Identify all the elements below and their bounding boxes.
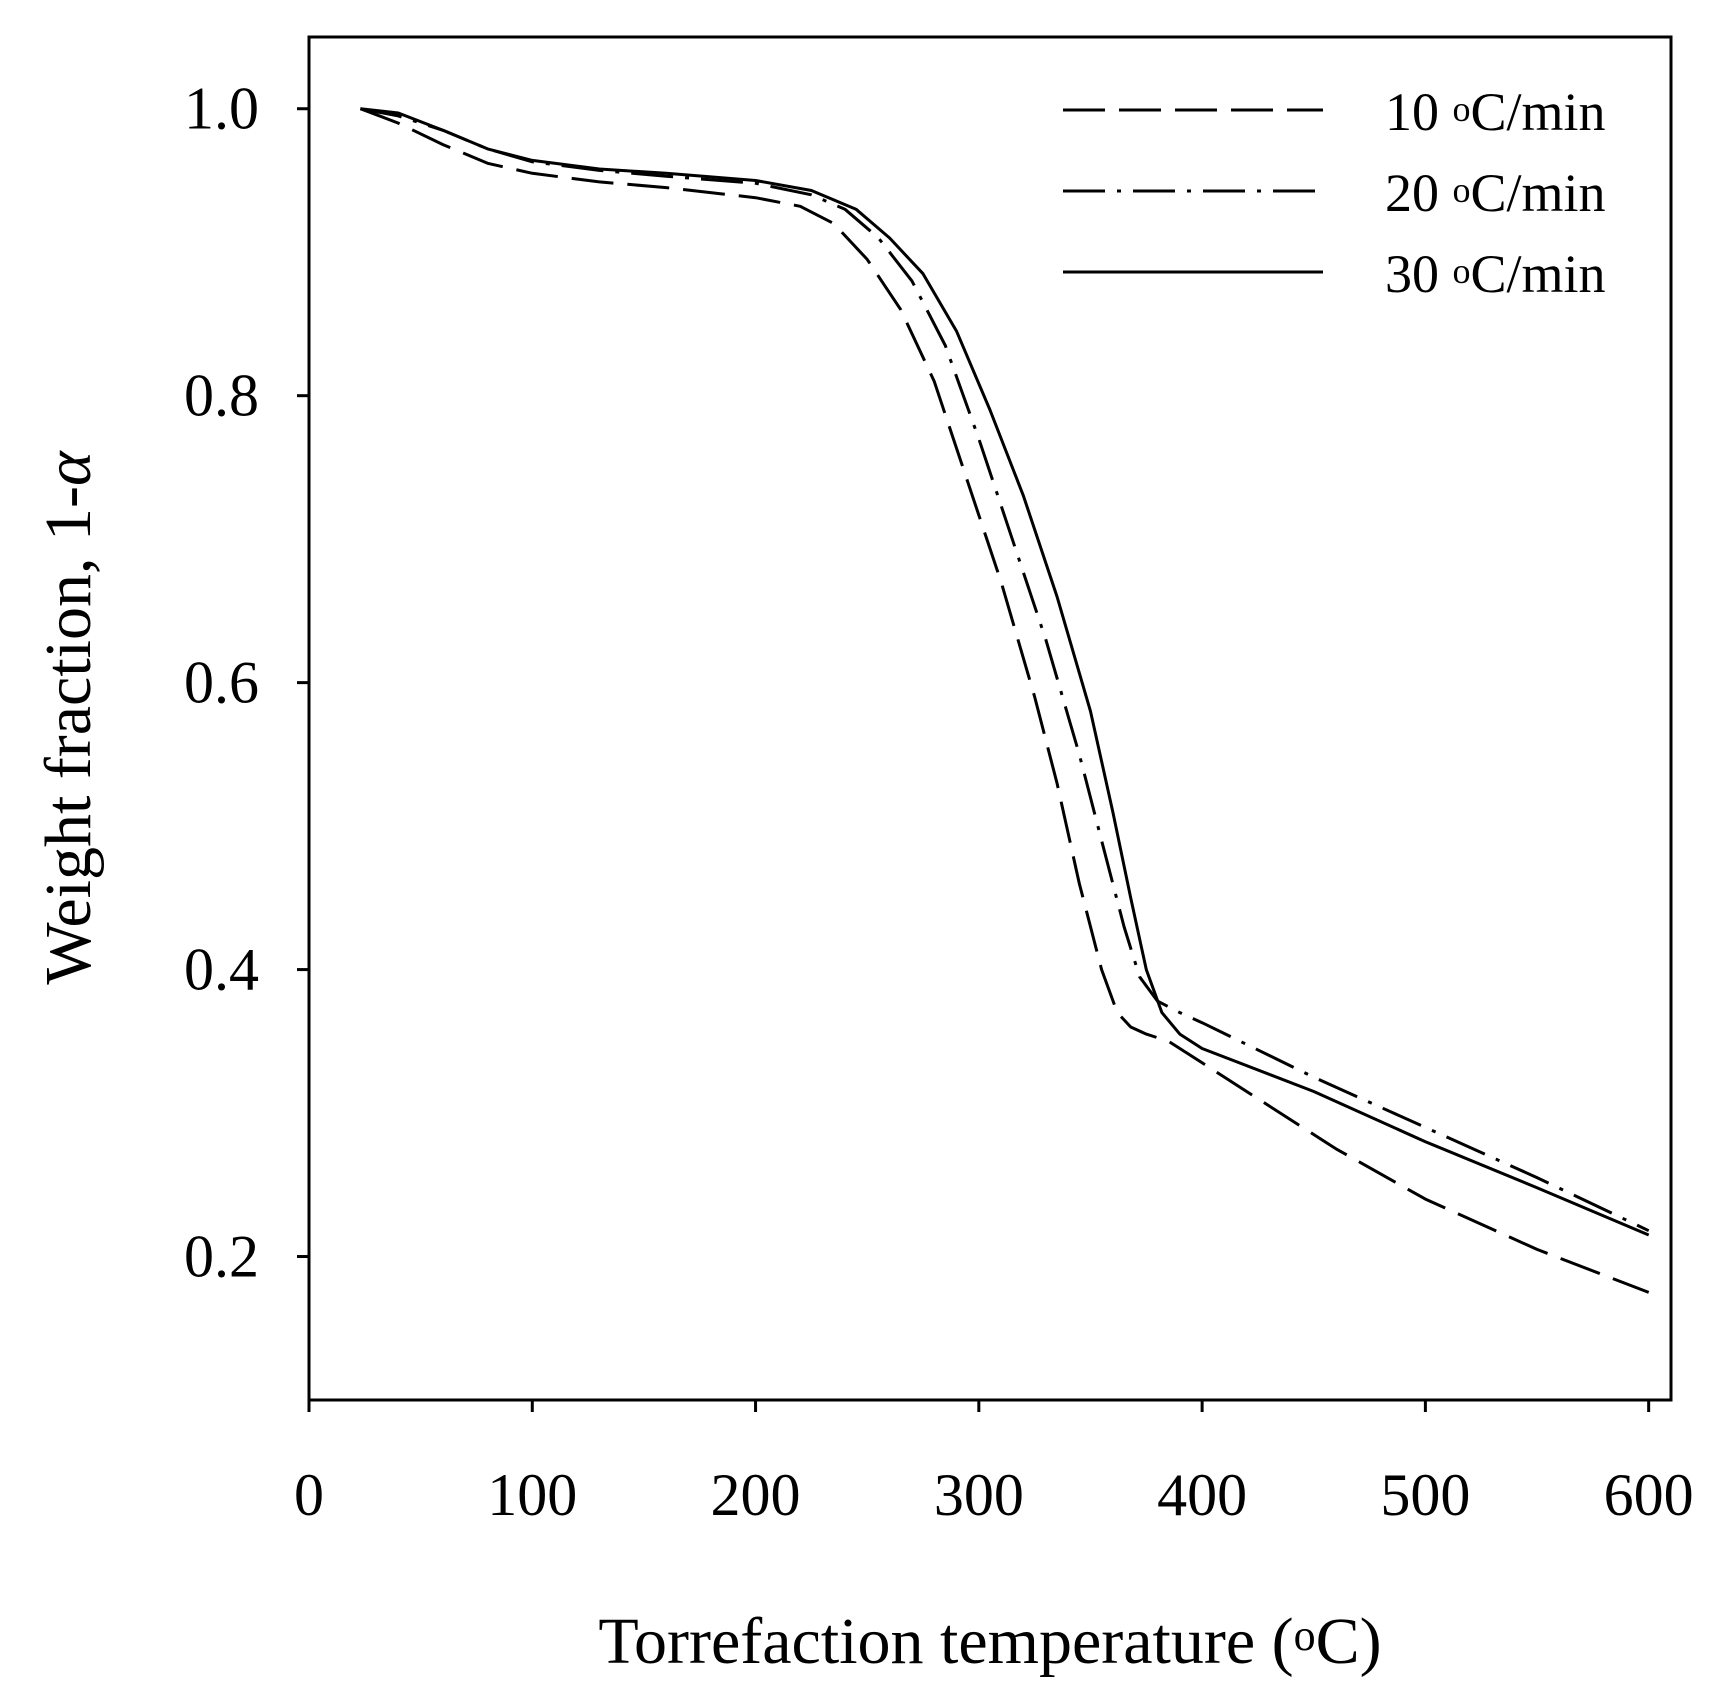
- series-10-line: [359, 107, 1650, 1294]
- x-tick-label: 200: [711, 1462, 801, 1528]
- series-30-line: [360, 107, 1650, 1237]
- legend-label-series-30: 30 oC/min: [1385, 244, 1606, 304]
- x-tick-label: 600: [1604, 1462, 1694, 1528]
- axis-ticks: [297, 107, 1651, 1412]
- x-tick-label: 300: [934, 1462, 1024, 1528]
- legend-label-series-20: 20 oC/min: [1385, 163, 1606, 223]
- y-tick-label: 0.8: [184, 363, 259, 429]
- x-tick-label: 400: [1157, 1462, 1247, 1528]
- x-tick-label: 100: [487, 1462, 577, 1528]
- x-axis-title: Torrefaction temperature (oC): [598, 1605, 1381, 1678]
- y-tick-label: 0.2: [184, 1224, 259, 1290]
- y-tick-label: 0.6: [184, 650, 259, 716]
- y-tick-label: 1.0: [184, 76, 259, 142]
- y-axis-title: Weight fraction, 1-α: [32, 450, 105, 985]
- axis-tick-labels: 0 100 200 300 400 500 600 0.2 0.4 0.6 0.8 1.0: [184, 76, 1694, 1528]
- data-series: [359, 107, 1650, 1294]
- x-tick-label: 0: [294, 1462, 324, 1528]
- plot-area-frame: [307, 35, 1673, 1402]
- series-20-line: [360, 107, 1650, 1233]
- y-tick-label: 0.4: [184, 937, 259, 1003]
- legend-label-series-10: 10 oC/min: [1385, 82, 1606, 142]
- x-tick-label: 500: [1380, 1462, 1470, 1528]
- legend: 10 oC/min 20 oC/min 30 oC/min: [1063, 82, 1606, 304]
